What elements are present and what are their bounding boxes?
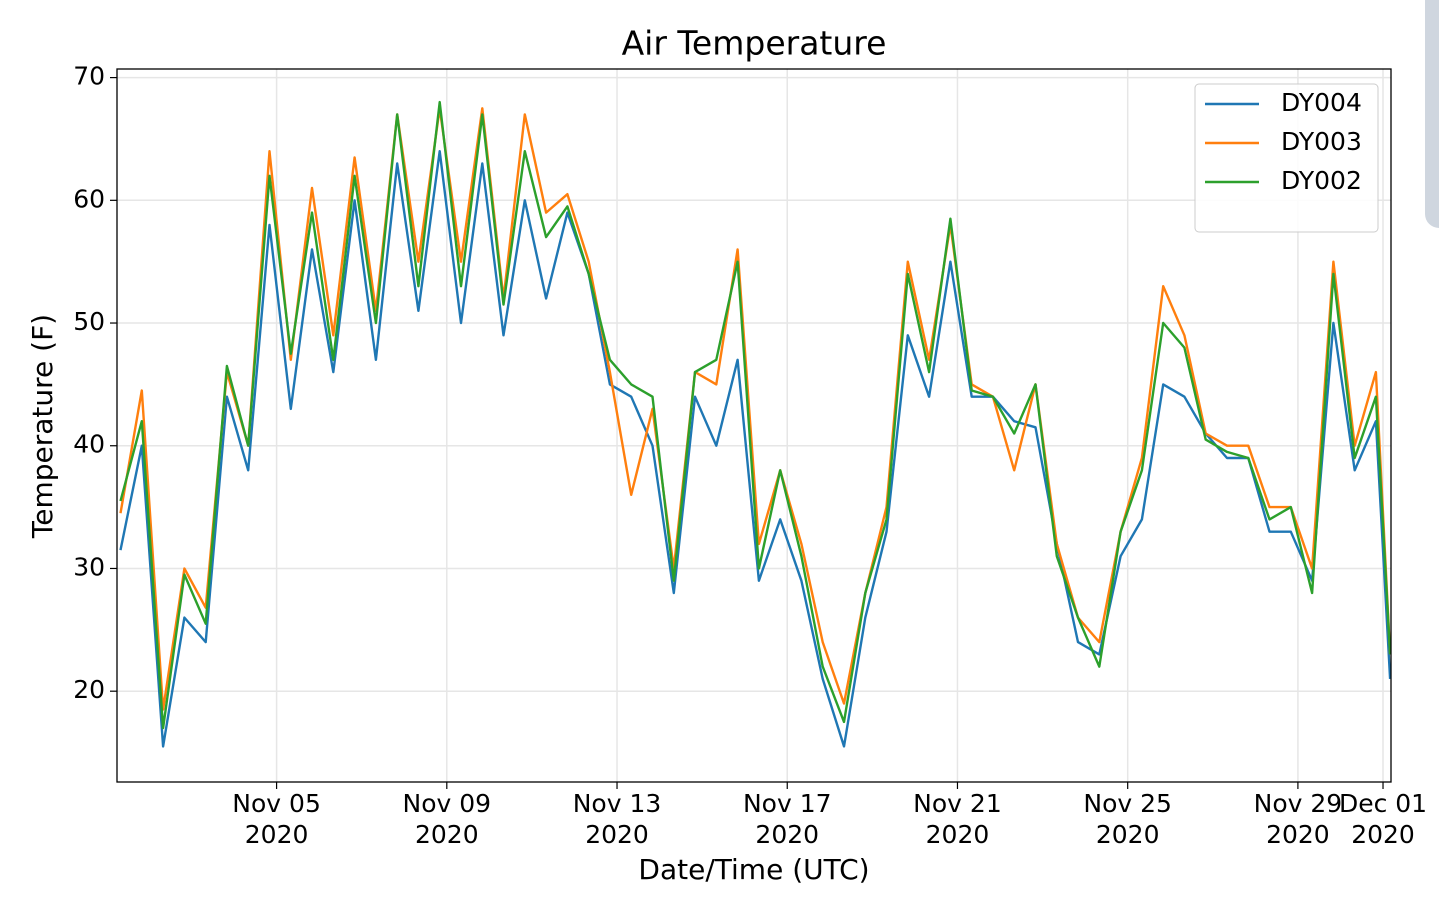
y-tick-label: 60 — [73, 184, 105, 213]
x-tick-label: 2020 — [1096, 820, 1160, 849]
y-tick-label: 20 — [73, 675, 105, 704]
x-tick-label: 2020 — [926, 820, 990, 849]
x-tick-label: Nov 09 — [403, 789, 492, 818]
y-tick-label: 40 — [73, 430, 105, 459]
grid — [117, 69, 1391, 782]
chart-title: Air Temperature — [622, 24, 887, 63]
x-tick-label: Nov 29 — [1254, 789, 1343, 818]
x-tick-label: 2020 — [415, 820, 479, 849]
legend-box — [1194, 83, 1379, 233]
x-tick-label: Nov 05 — [232, 789, 321, 818]
data-line — [119, 107, 1392, 711]
x-tick-label: Nov 21 — [913, 789, 1002, 818]
legend-label: DY003 — [1281, 127, 1362, 156]
plot-frame — [116, 68, 1392, 783]
y-tick-label: 50 — [73, 307, 105, 336]
legend-label: DY004 — [1281, 88, 1362, 117]
data-line — [119, 150, 1392, 748]
data-line — [119, 100, 1392, 730]
y-axis-label: Temperature (F) — [26, 314, 59, 539]
x-tick-label: 2020 — [245, 820, 309, 849]
x-axis-label: Date/Time (UTC) — [638, 853, 869, 886]
x-tick-label: 2020 — [755, 820, 819, 849]
x-tick-label: 2020 — [585, 820, 649, 849]
side-handle — [1425, 0, 1439, 228]
y-tick-label: 30 — [73, 552, 105, 581]
x-tick-label: Nov 25 — [1083, 789, 1172, 818]
y-tick-label: 70 — [73, 62, 105, 91]
x-tick-label: Dec 01 — [1339, 789, 1427, 818]
x-tick-label: Nov 17 — [743, 789, 832, 818]
x-tick-label: 2020 — [1351, 820, 1415, 849]
legend-label: DY002 — [1281, 166, 1362, 195]
x-tick-label: Nov 13 — [573, 789, 662, 818]
x-tick-label: 2020 — [1266, 820, 1330, 849]
